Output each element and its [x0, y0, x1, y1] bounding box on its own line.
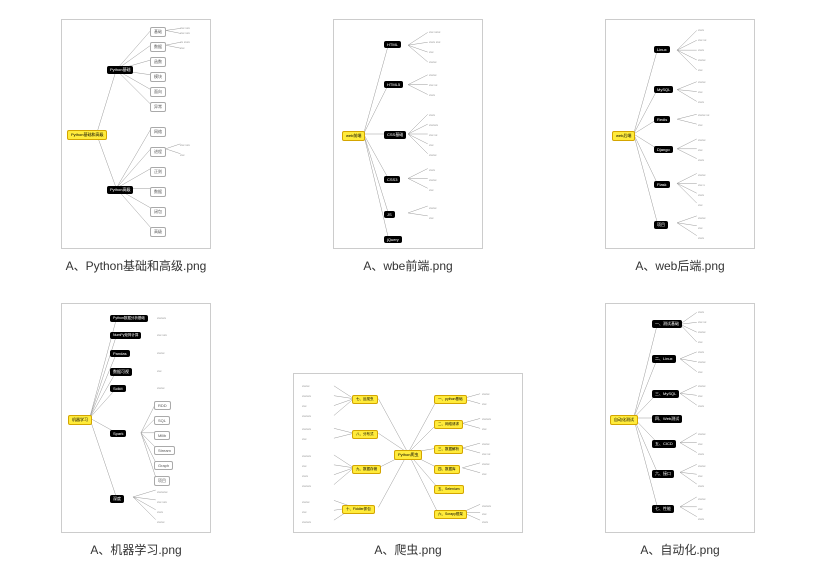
mindmap-branch: 深度: [110, 495, 124, 503]
file-item[interactable]: Python爬虫 七、反爬虫 八、分布式 九、数据存储 十、Fiddler抓包 …: [292, 294, 524, 558]
mindmap-branch: Pandas: [110, 350, 130, 357]
mindmap-branch: Flask: [654, 181, 670, 188]
file-label: A、web后端.png: [635, 257, 724, 274]
mindmap-branch: HTML: [384, 41, 401, 48]
mindmap-branch: Django: [654, 146, 673, 153]
mindmap-leaf: SQL: [154, 416, 170, 425]
mindmap-branch: 三、MySQL: [652, 390, 679, 398]
file-label: A、wbe前端.png: [363, 257, 452, 274]
mindmap-leaf: Mllib: [154, 431, 170, 440]
mindmap-leaf: 正则: [150, 167, 166, 177]
mindmap-branch: 五、Selenium: [434, 485, 464, 494]
mindmap-branch: Redis: [654, 116, 670, 123]
mindmap-branch: 项目: [654, 221, 668, 229]
mindmap-branch: 数据可视: [110, 368, 132, 376]
mindmap-branch: 二、Linux: [652, 355, 676, 363]
mindmap-branch: 四、数据库: [434, 465, 460, 474]
thumbnail: 机器学习 Python数据分析基础 NumPy矩阵计算 Pandas 数据可视 …: [61, 303, 211, 533]
mindmap-root: web后端: [612, 131, 635, 141]
mindmap-branch: MySQL: [654, 86, 673, 93]
thumbnail: web后端 Linux MySQL Redis Django Flask 项目 …: [605, 19, 755, 249]
mindmap-branch: CSS基础: [384, 131, 406, 139]
file-item[interactable]: web后端 Linux MySQL Redis Django Flask 项目 …: [564, 10, 796, 274]
mindmap-branch: NumPy矩阵计算: [110, 332, 141, 339]
mindmap-branch: CSS3: [384, 176, 400, 183]
mindmap-root: Python基础和高级: [67, 130, 107, 140]
mindmap-leaf: 闭包: [150, 207, 166, 217]
mindmap-branch: Python数据分析基础: [110, 315, 148, 322]
file-grid: Python基础和高级 Python基础 Python高级 基础 数据 函数 模…: [20, 10, 796, 558]
mindmap-branch: 六、接口: [652, 470, 674, 478]
mindmap-branch: Python高级: [107, 186, 133, 194]
file-item[interactable]: 自动化测试 一、测试基础 二、Linux 三、MySQL 四、Web测试 五、C…: [564, 294, 796, 558]
mindmap-leaf: 基础: [150, 27, 166, 37]
mindmap-branch: 三、数据解析: [434, 445, 463, 454]
mindmap-branch: Python基础: [107, 66, 133, 74]
mindmap-branch: 一、测试基础: [652, 320, 682, 328]
mindmap-branch: JS: [384, 211, 395, 218]
thumbnail: 自动化测试 一、测试基础 二、Linux 三、MySQL 四、Web测试 五、C…: [605, 303, 755, 533]
thumbnail: Python爬虫 七、反爬虫 八、分布式 九、数据存储 十、Fiddler抓包 …: [293, 373, 523, 533]
mindmap-leaf: Stream: [154, 446, 175, 455]
mindmap-branch: 六、Scrapy框架: [434, 510, 467, 519]
mindmap-branch: 十、Fiddler抓包: [342, 505, 375, 514]
mindmap-branch: 二、网络请求: [434, 420, 463, 429]
file-label: A、爬虫.png: [374, 541, 441, 558]
mindmap-leaf: 项目: [154, 476, 170, 486]
thumbnail: Python基础和高级 Python基础 Python高级 基础 数据 函数 模…: [61, 19, 211, 249]
mindmap-branch: 八、分布式: [352, 430, 378, 439]
mindmap-leaf: 面向: [150, 87, 166, 97]
mindmap-leaf: 进程: [150, 147, 166, 157]
file-item[interactable]: 机器学习 Python数据分析基础 NumPy矩阵计算 Pandas 数据可视 …: [20, 294, 252, 558]
mindmap-branch: Spark: [110, 430, 126, 437]
mindmap-branch: 五、CICD: [652, 440, 676, 448]
mindmap-root: 自动化测试: [610, 415, 638, 425]
thumbnail: web前端 HTML HTML5 CSS基础 CSS3 JS jQuery xx…: [333, 19, 483, 249]
mindmap-branch: 四、Web测试: [652, 415, 682, 423]
mindmap-root: Python爬虫: [394, 450, 422, 460]
mindmap-leaf: 异常: [150, 102, 166, 112]
file-item[interactable]: Python基础和高级 Python基础 Python高级 基础 数据 函数 模…: [20, 10, 252, 274]
mindmap-branch: 九、数据存储: [352, 465, 381, 474]
file-item[interactable]: web前端 HTML HTML5 CSS基础 CSS3 JS jQuery xx…: [292, 10, 524, 274]
mindmap-branch: Scikit: [110, 385, 126, 392]
file-label: A、自动化.png: [640, 541, 719, 558]
mindmap-leaf: Graph: [154, 461, 173, 470]
mindmap-branch: 七、反爬虫: [352, 395, 378, 404]
mindmap-branch: 一、python基础: [434, 395, 467, 404]
mindmap-root: 机器学习: [68, 415, 92, 425]
mindmap-leaf: 网络: [150, 127, 166, 137]
mindmap-leaf: 模块: [150, 72, 166, 82]
mindmap-root: web前端: [342, 131, 365, 141]
mindmap-branch: Linux: [654, 46, 670, 53]
mindmap-leaf: 数据: [150, 187, 166, 197]
mindmap-leaf: 数据: [150, 42, 166, 52]
file-label: A、Python基础和高级.png: [66, 257, 207, 274]
mindmap-leaf: RDD: [154, 401, 171, 410]
mindmap-leaf: 函数: [150, 57, 166, 67]
mindmap-branch: HTML5: [384, 81, 403, 88]
file-label: A、机器学习.png: [90, 541, 181, 558]
mindmap-branch: 七、性能: [652, 505, 674, 513]
mindmap-branch: jQuery: [384, 236, 402, 243]
mindmap-leaf: 高级: [150, 227, 166, 237]
